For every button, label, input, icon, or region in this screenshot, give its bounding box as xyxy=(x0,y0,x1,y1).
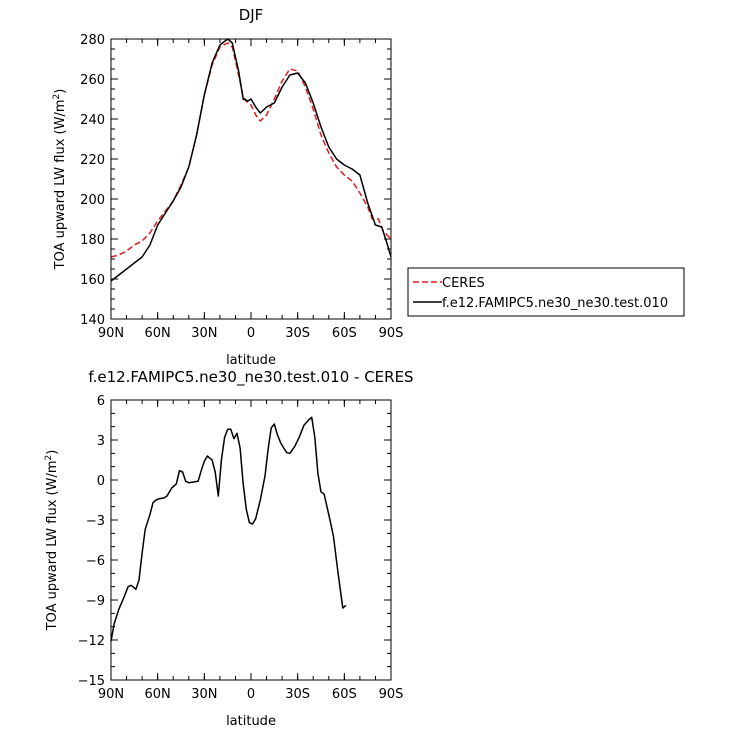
panel-1-x-tick-label: 0 xyxy=(247,326,255,341)
panel-1-x-tick-label: 90S xyxy=(379,326,404,341)
panel-1-y-tick-label: 260 xyxy=(80,73,105,88)
panel-2-y-tick-label: −9 xyxy=(86,594,105,609)
panel-1-x-axis-label: latitude xyxy=(226,353,276,368)
panel-1-y-tick-label: 280 xyxy=(80,33,105,48)
panel-1-y-tick-label: 200 xyxy=(80,193,105,208)
panel-2-x-tick-label: 0 xyxy=(247,687,255,702)
panel-2-y-tick-label: −6 xyxy=(86,554,105,569)
panel-1-y-tick-label: 160 xyxy=(80,273,105,288)
panel-2-title: f.e12.FAMIPC5.ne30_ne30.test.010 - CERES xyxy=(88,368,413,387)
panel-2-y-tick-label: −3 xyxy=(86,514,105,529)
panel-2-x-tick-label: 60S xyxy=(332,687,357,702)
panel-2-y-tick-label: −15 xyxy=(78,674,105,689)
legend-label-ceres: CERES xyxy=(442,276,485,291)
panel-2-series-line-0 xyxy=(110,416,347,642)
panel-2-y-tick-label: −12 xyxy=(78,634,105,649)
panel-2-x-tick-label: 60N xyxy=(145,687,171,702)
panel-2-x-tick-label: 90S xyxy=(379,687,404,702)
legend: CERES f.e12.FAMIPC5.ne30_ne30.test.010 xyxy=(407,267,685,317)
panel-2-x-tick-label: 90N xyxy=(98,687,124,702)
panel-2-x-tick-label: 30S xyxy=(285,687,310,702)
panel-1-y-tick-label: 220 xyxy=(80,153,105,168)
panel-2-y-tick-label: 0 xyxy=(97,474,105,489)
panel-1-x-tick-label: 30N xyxy=(191,326,217,341)
panel-1: DJF 90N 60N 30N 0 30S 60S 90S 140 160 180 200 220 24… xyxy=(52,6,685,368)
legend-label-model: f.e12.FAMIPC5.ne30_ne30.test.010 xyxy=(442,296,668,311)
panel-2-x-axis-label: latitude xyxy=(226,714,276,729)
panel-2-plot-frame xyxy=(110,399,392,681)
panel-1-y-axis-label: TOA upward LW flux (W/m2) xyxy=(52,89,68,271)
panel-1-series-line-1 xyxy=(110,38,392,282)
panel-2-y-tick-label: 3 xyxy=(97,434,105,449)
panel-1-x-tick-label: 60S xyxy=(332,326,357,341)
panel-2-y-axis-label: TOA upward LW flux (W/m2) xyxy=(44,450,60,632)
panel-2: f.e12.FAMIPC5.ne30_ne30.test.010 - CERES… xyxy=(44,368,414,729)
panel-1-series-line-0 xyxy=(110,42,392,258)
panel-1-y-tick-label: 240 xyxy=(80,113,105,128)
panel-1-x-tick-label: 90N xyxy=(98,326,124,341)
panel-1-x-tick-label: 60N xyxy=(145,326,171,341)
panel-1-title: DJF xyxy=(239,6,264,24)
panel-1-y-tick-label: 180 xyxy=(80,233,105,248)
panel-1-x-tick-label: 30S xyxy=(285,326,310,341)
panel-2-y-tick-label: 6 xyxy=(97,394,105,409)
legend-frame xyxy=(407,267,685,317)
panel-2-x-tick-label: 30N xyxy=(191,687,217,702)
panel-1-y-tick-label: 140 xyxy=(80,313,105,328)
